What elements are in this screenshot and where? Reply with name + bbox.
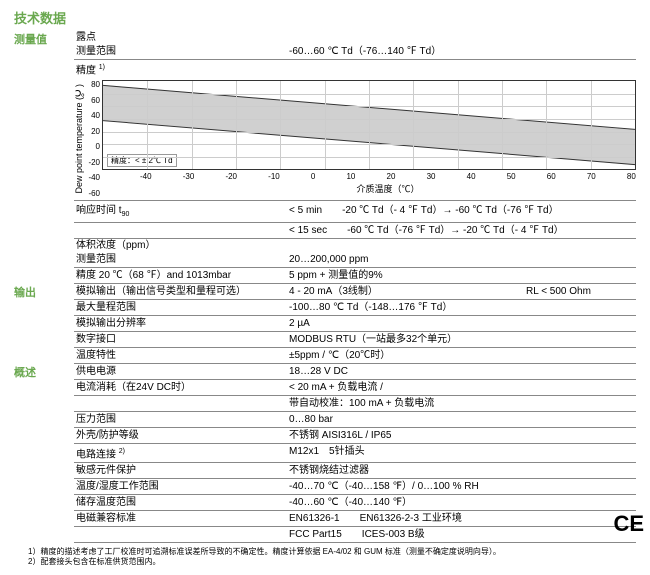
stor-val: -40…60 ℃（-40…140 ℉） [289,496,636,509]
accuracy-chart: Dew point temperature (℃) 806040200-20-4… [74,80,636,201]
sens-val: 不锈钢烧结过滤器 [289,464,636,477]
accuracy-lbl: 精度 1) [74,61,289,77]
oper-val: -40…70 ℃（-40…158 ℉）/ 0…100 % RH [289,480,636,493]
chart-ylabel: Dew point temperature (℃) [74,80,84,198]
analog-val2: RL < 500 Ohm [526,285,636,298]
oper-lbl: 温度/湿度工作范围 [74,480,289,493]
meas-range-val: -60…60 ℃ Td（-76…140 ℉ Td） [289,45,636,58]
tempc-val: ±5ppm / ℃（20℃时） [289,349,636,362]
section-general: 概述 [14,364,74,380]
elec-val: M12x1 5针插头 [289,445,636,461]
curr-val2: 带自动校准：100 mA + 负载电流 [289,397,636,410]
res-lbl: 模拟输出分辨率 [74,317,289,330]
section-measure: 测量值 [14,31,74,47]
encl-lbl: 外壳/防护等级 [74,429,289,442]
digital-val: MODBUS RTU（一站最多32个单元） [289,333,636,346]
maxfs-val: -100…80 ℃ Td（-148…176 ℉ Td） [289,301,636,314]
resp-lbl: 响应时间 t90 [74,204,289,221]
emc-lbl: 电磁兼容标准 [74,512,289,525]
digital-lbl: 数字接口 [74,333,289,346]
section-output: 输出 [14,284,74,300]
encl-val: 不锈钢 AISI316L / IP65 [289,429,636,442]
power-lbl: 供电电源 [74,365,289,378]
resp-val1: < 5 min -20 ℃ Td（- 4 ℉ Td）→ -60 ℃ Td（-76… [289,204,636,221]
elec-lbl: 电路连接 2) [74,445,289,461]
analog-lbl: 模拟输出（输出信号类型和量程可选） [74,285,289,298]
power-val: 18…28 V DC [289,365,636,378]
ce-mark: CE [613,511,644,537]
curr-lbl: 电流消耗（在24V DC时） [74,381,289,394]
tempc-lbl: 温度特性 [74,349,289,362]
footnote-1: 1）精度的描述考虑了工厂校准时可追溯标准误差所导致的不确定性。精度计算依据 EA… [28,547,636,557]
chart-xlabel: 介质温度（℃） [102,181,636,195]
footnote-2: 2）配套接头包含在标准供货范围内。 [28,557,636,567]
emc-val2: FCC Part15 ICES-003 B级 [289,528,636,541]
press-val: 0…80 bar [289,413,636,426]
res-val: 2 µA [289,317,636,330]
vol-acc-val: 5 ppm + 测量值的9% [289,269,636,282]
resp-val2: < 15 sec -60 ℃ Td（-76 ℉ Td）→ -20 ℃ Td（- … [289,224,636,237]
emc-val: EN61326-1 EN61326-2-3 工业环境 [289,512,636,525]
vol-range-lbl: 测量范围 [74,253,289,266]
page-title: 技术数据 [14,8,636,27]
vol-range-val: 20…200,000 ppm [289,253,636,266]
stor-lbl: 储存温度范围 [74,496,289,509]
sens-lbl: 敏感元件保护 [74,464,289,477]
analog-val: 4 - 20 mA（3线制） [289,285,526,298]
curr-val1: < 20 mA + 负载电流 / [289,381,636,394]
meas-range-lbl: 测量范围 [74,45,289,58]
maxfs-lbl: 最大量程范围 [74,301,289,314]
dew-label: 露点 [74,31,636,44]
press-lbl: 压力范围 [74,413,289,426]
vol-lbl: 体积浓度（ppm） [74,239,636,252]
vol-acc-lbl: 精度 20 ℃（68 ℉）and 1013mbar [74,269,289,282]
